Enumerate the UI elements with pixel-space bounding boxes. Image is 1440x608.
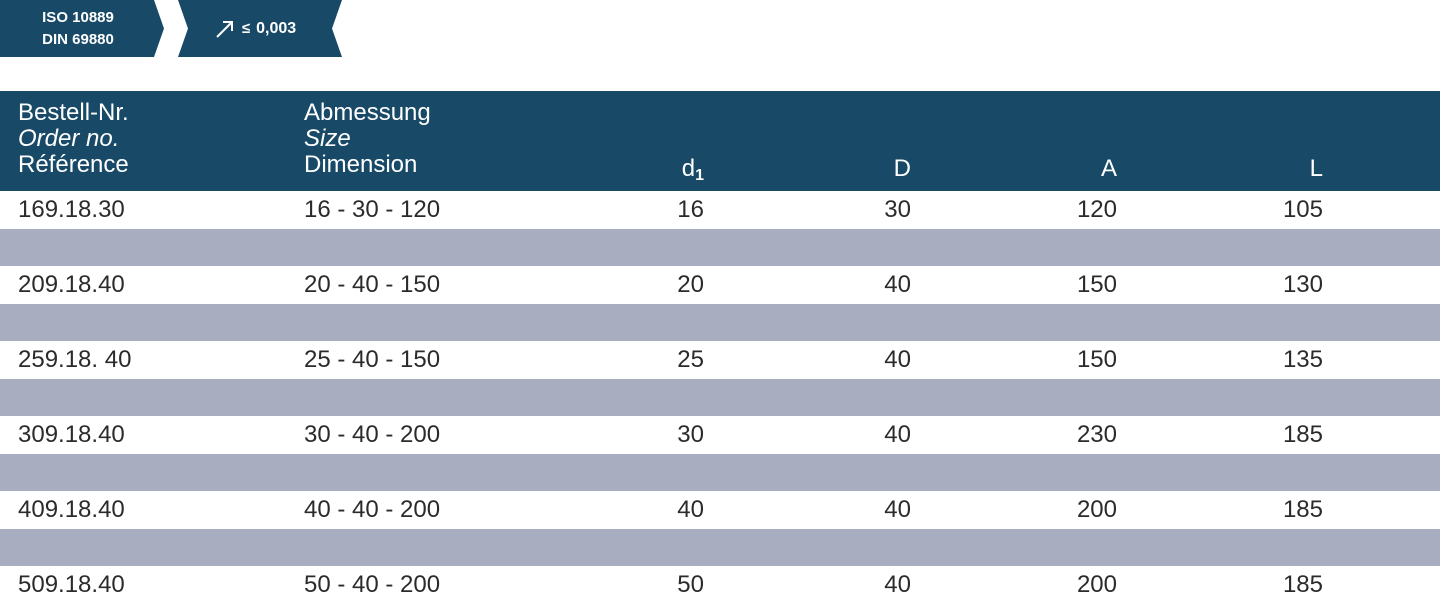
cell-A: 120	[1076, 196, 1117, 223]
table-row: 209.18.40 20 - 40 - 150 20 40 150 130	[0, 266, 1440, 304]
cell-D: 40	[884, 421, 911, 448]
header-L: L	[1309, 155, 1323, 182]
cell-size: 50 - 40 - 200	[304, 571, 441, 598]
table-row: 259.18. 40 25 - 40 - 150 25 40 150 135	[0, 341, 1440, 379]
cell-reference: 309.18.40	[18, 421, 125, 448]
cell-A: 200	[1076, 496, 1117, 523]
cell-D: 40	[884, 496, 911, 523]
runout-value: 0,003	[256, 19, 297, 37]
header-D: D	[893, 155, 911, 182]
cell-D: 40	[884, 571, 911, 598]
cell-L: 185	[1282, 421, 1323, 448]
cell-reference: 259.18. 40	[18, 346, 132, 373]
cell-reference: 169.18.30	[18, 196, 125, 223]
table-header: Bestell-Nr. Order no. Référence Abmessun…	[0, 91, 1440, 191]
header-d1-base: d	[681, 155, 696, 182]
cell-L: 185	[1282, 571, 1323, 598]
cell-d1: 40	[677, 496, 704, 523]
row-separator	[0, 528, 1440, 566]
row-separator	[0, 303, 1440, 341]
header-size: Abmessung Size Dimension	[304, 100, 431, 178]
cell-size: 16 - 30 - 120	[304, 196, 441, 223]
cell-A: 200	[1076, 571, 1117, 598]
header-reference-en: Order no.	[18, 125, 120, 152]
header-reference-de: Bestell-Nr.	[18, 99, 129, 126]
cell-L: 135	[1282, 346, 1323, 373]
row-separator	[0, 453, 1440, 491]
cell-size: 25 - 40 - 150	[304, 346, 441, 373]
cell-reference: 409.18.40	[18, 496, 125, 523]
header-d1-subscript: 1	[695, 167, 704, 184]
cell-d1: 50	[677, 571, 704, 598]
standard-line-2: DIN 69880	[42, 30, 114, 48]
header-size-en: Size	[304, 125, 351, 152]
table-row: 509.18.40 50 - 40 - 200 50 40 200 185	[0, 566, 1440, 604]
runout-badge: ≤ 0,003	[178, 0, 342, 57]
cell-d1: 30	[677, 421, 704, 448]
table-row: 409.18.40 40 - 40 - 200 40 40 200 185	[0, 491, 1440, 529]
row-separator	[0, 228, 1440, 266]
cell-reference: 509.18.40	[18, 571, 125, 598]
cell-D: 30	[884, 196, 911, 223]
cell-size: 20 - 40 - 150	[304, 271, 441, 298]
standard-badge: ISO 10889 DIN 69880	[0, 0, 164, 57]
header-reference: Bestell-Nr. Order no. Référence	[18, 100, 129, 178]
header-size-fr: Dimension	[304, 151, 418, 178]
product-table: Bestell-Nr. Order no. Référence Abmessun…	[0, 91, 1440, 604]
cell-size: 40 - 40 - 200	[304, 496, 441, 523]
cell-A: 150	[1076, 346, 1117, 373]
header-reference-fr: Référence	[18, 151, 129, 178]
cell-D: 40	[884, 346, 911, 373]
arrow-up-right-icon	[214, 18, 236, 40]
cell-d1: 20	[677, 271, 704, 298]
cell-d1: 16	[677, 196, 704, 223]
header-A: A	[1100, 155, 1117, 182]
table-row: 309.18.40 30 - 40 - 200 30 40 230 185	[0, 416, 1440, 454]
row-separator	[0, 378, 1440, 416]
cell-L: 185	[1282, 496, 1323, 523]
less-equal-symbol: ≤	[241, 20, 251, 37]
cell-reference: 209.18.40	[18, 271, 125, 298]
header-size-de: Abmessung	[304, 99, 431, 126]
cell-A: 230	[1076, 421, 1117, 448]
cell-A: 150	[1076, 271, 1117, 298]
header-d1: d1	[624, 157, 704, 188]
cell-D: 40	[884, 271, 911, 298]
cell-L: 105	[1282, 196, 1323, 223]
standard-line-1: ISO 10889	[42, 8, 114, 26]
badge-group: ISO 10889 DIN 69880 ≤ 0,003	[0, 0, 360, 57]
cell-L: 130	[1282, 271, 1323, 298]
table-row: 169.18.30 16 - 30 - 120 16 30 120 105	[0, 191, 1440, 229]
cell-d1: 25	[677, 346, 704, 373]
cell-size: 30 - 40 - 200	[304, 421, 441, 448]
